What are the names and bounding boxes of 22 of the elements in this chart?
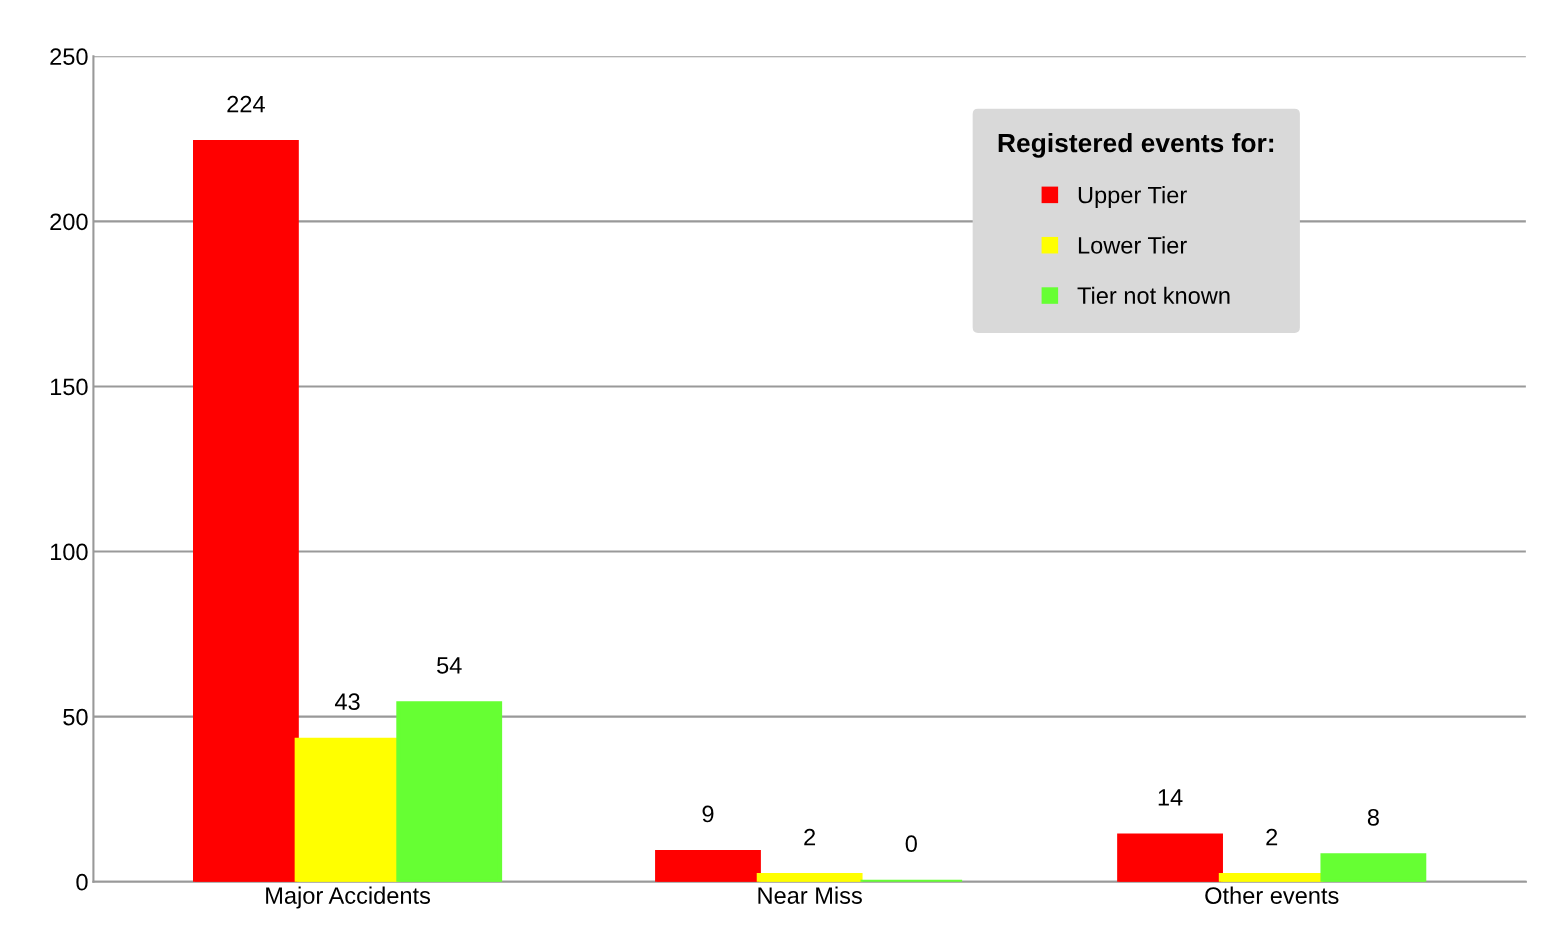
data-label: 0 (905, 835, 917, 853)
data-label: 43 (334, 693, 360, 711)
data-label: 2 (1266, 828, 1278, 846)
legend-title: Registered events for: (998, 132, 1274, 158)
data-label: 2 (804, 828, 816, 846)
legend-label: Lower Tier (1078, 236, 1187, 254)
data-label: 54 (437, 657, 462, 674)
legend-label: Upper Tier (1078, 186, 1187, 209)
data-label: 14 (1158, 789, 1183, 806)
data-label: 9 (702, 805, 714, 823)
legend-label: Tier not known (1077, 286, 1230, 305)
y-tick-label: 0 (76, 873, 88, 891)
data-label: 224 (227, 95, 265, 113)
x-tick-label: Other events (1205, 886, 1339, 904)
data-label: 8 (1367, 808, 1379, 826)
y-tick-label: 250 (50, 48, 88, 66)
x-tick-label: Major Accidents (266, 886, 431, 909)
y-tick-label: 150 (50, 378, 88, 396)
y-tick-label: 50 (63, 708, 88, 726)
x-tick-label: Near Miss (758, 886, 862, 904)
y-tick-label: 100 (50, 543, 88, 561)
y-tick-label: 200 (50, 213, 88, 231)
